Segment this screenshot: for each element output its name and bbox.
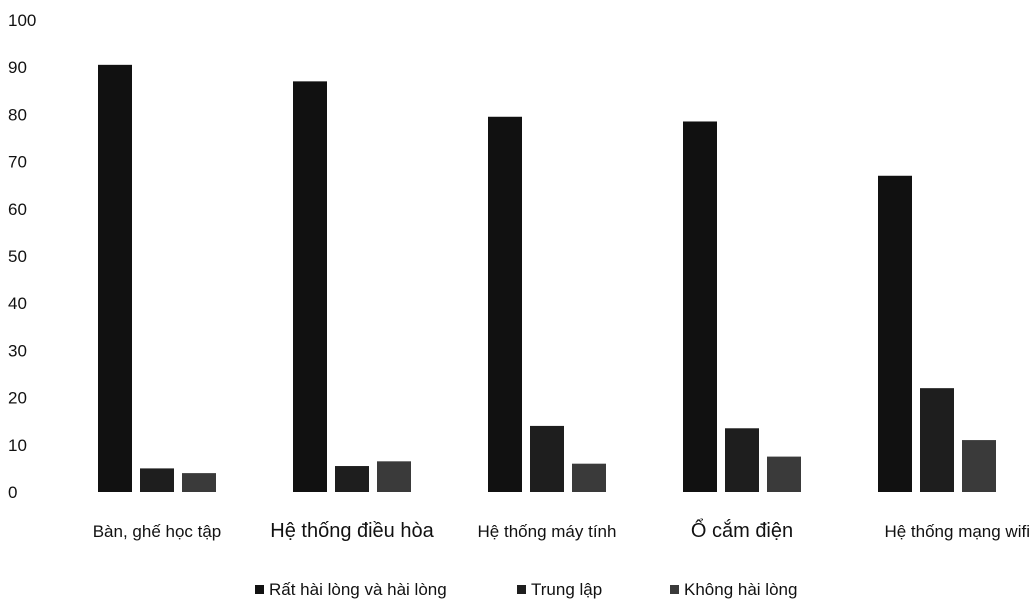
bars xyxy=(98,64,996,493)
x-tick-label: Ổ cắm điện xyxy=(691,518,793,542)
y-tick-label: 20 xyxy=(8,389,27,408)
y-tick-label: 90 xyxy=(8,58,27,77)
y-tick-label: 100 xyxy=(8,11,36,30)
legend-swatch xyxy=(255,585,264,594)
x-tick-label: Bàn, ghế học tập xyxy=(93,522,222,541)
bar xyxy=(725,428,759,492)
bar xyxy=(767,456,801,492)
legend-swatch xyxy=(670,585,679,594)
bar xyxy=(572,463,606,492)
legend: Rất hài lòng và hài lòng Trung lập Không h… xyxy=(255,580,797,599)
y-tick-label: 70 xyxy=(8,153,27,172)
bar xyxy=(683,121,717,492)
legend-label: Rất hài lòng và hài lòng xyxy=(269,580,447,599)
bar xyxy=(530,425,564,492)
y-tick-label: 40 xyxy=(8,294,27,313)
bar xyxy=(140,468,174,492)
legend-label: Không hài lòng xyxy=(684,580,797,599)
x-axis: Bàn, ghế học tập Hệ thống điều hòa Hệ thốn… xyxy=(93,518,1030,542)
legend-swatch xyxy=(517,585,526,594)
bar xyxy=(182,473,216,492)
x-tick-label: Hệ thống điều hòa xyxy=(270,520,434,542)
y-axis: 0 10 20 30 40 50 60 70 80 90 100 xyxy=(8,11,36,502)
bar xyxy=(878,175,912,492)
y-tick-label: 50 xyxy=(8,247,27,266)
bar xyxy=(962,440,996,492)
bar xyxy=(377,461,411,492)
bar xyxy=(98,64,132,492)
x-tick-label: Hệ thống máy tính xyxy=(478,522,617,541)
legend-label: Trung lập xyxy=(531,580,602,599)
bar xyxy=(920,388,954,492)
y-tick-label: 80 xyxy=(8,105,27,124)
x-tick-label: Hệ thống mạng wifi xyxy=(884,522,1030,541)
y-tick-label: 30 xyxy=(8,341,27,360)
bar xyxy=(293,81,327,493)
y-tick-label: 0 xyxy=(8,483,17,502)
bar xyxy=(488,116,522,492)
bar xyxy=(335,466,369,492)
y-tick-label: 60 xyxy=(8,200,27,219)
y-tick-label: 10 xyxy=(8,436,27,455)
